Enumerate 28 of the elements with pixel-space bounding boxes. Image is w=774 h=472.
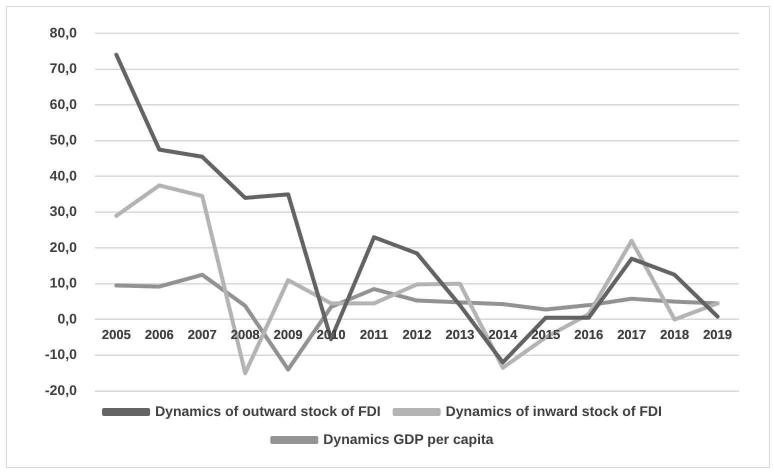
y-tick-label: -20,0 [44,382,78,398]
x-tick-label: 2017 [617,326,646,342]
x-tick-label: 2007 [188,326,217,342]
legend-label: Dynamics of outward stock of FDI [155,402,381,419]
x-tick-label: 2009 [274,326,303,342]
y-tick-label: 30,0 [50,203,78,220]
legend-label: Dynamics of inward stock of FDI [446,402,662,419]
y-tick-label: 60,0 [50,96,78,112]
y-tick-label: 20,0 [50,238,78,255]
y-tick-label: 40,0 [50,167,78,184]
x-tick-label: 2013 [445,326,474,342]
x-tick-label: 2012 [402,326,432,342]
x-tick-label: 2006 [144,326,174,342]
x-tick-label: 2008 [230,326,260,342]
x-tick-label: 2005 [102,326,131,342]
y-tick-label: -10,0 [44,346,78,362]
y-tick-label: 50,0 [50,132,78,148]
y-tick-label: 70,0 [50,60,78,76]
x-tick-label: 2018 [660,326,690,342]
y-tick-label: 80,0 [50,24,78,40]
x-tick-label: 2016 [574,326,604,342]
x-tick-label: 2014 [488,326,518,342]
y-tick-label: 10,0 [50,274,78,291]
x-tick-label: 2011 [360,326,388,342]
y-tick-label: 0,0 [57,310,78,326]
legend-label: Dynamics GDP per capita [323,430,494,447]
x-tick-label: 2019 [703,326,732,342]
x-tick-label: 2015 [531,326,560,342]
